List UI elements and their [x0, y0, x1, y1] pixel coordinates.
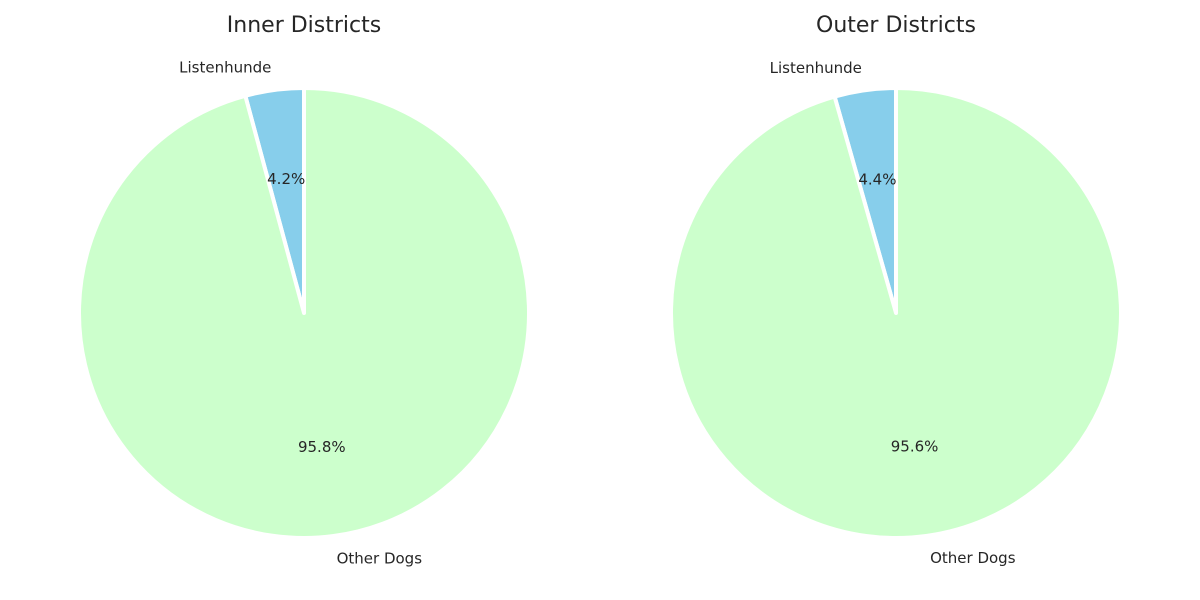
- pie-slice-other-dogs: [77, 86, 531, 540]
- pie-chart-inner: Inner Districts Listenhunde 4.2% Other Dog…: [77, 13, 531, 568]
- slice-percent-label: 95.8%: [298, 438, 346, 456]
- pie-slices-outer: [669, 86, 1123, 540]
- pie-labels-inner: Listenhunde 4.2% Other Dogs 95.8%: [179, 59, 422, 568]
- slice-label: Other Dogs: [337, 549, 423, 567]
- slice-label: Other Dogs: [930, 549, 1016, 567]
- pie-slice-other-dogs: [669, 86, 1123, 540]
- slice-label: Listenhunde: [770, 59, 862, 77]
- pie-labels-outer: Listenhunde 4.4% Other Dogs 95.6%: [770, 59, 1016, 567]
- chart-title-inner: Inner Districts: [227, 13, 381, 38]
- pie-slices-inner: [77, 86, 531, 540]
- chart-title-outer: Outer Districts: [816, 13, 976, 38]
- slice-percent-label: 4.2%: [267, 170, 305, 188]
- slice-percent-label: 4.4%: [858, 170, 896, 188]
- slice-percent-label: 95.6%: [891, 438, 939, 456]
- pie-chart-outer: Outer Districts Listenhunde 4.4% Other Dog…: [669, 13, 1123, 567]
- slice-label: Listenhunde: [179, 59, 271, 77]
